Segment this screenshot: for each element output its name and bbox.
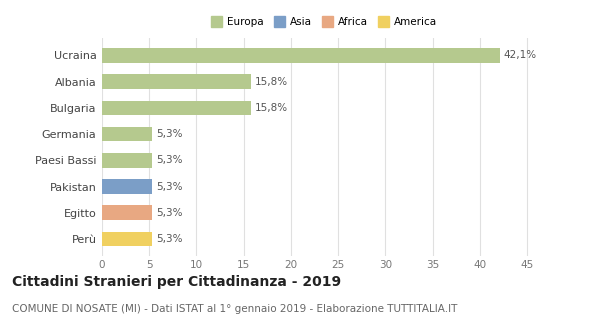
Text: Cittadini Stranieri per Cittadinanza - 2019: Cittadini Stranieri per Cittadinanza - 2…: [12, 275, 341, 289]
Bar: [102, 153, 152, 167]
Bar: [102, 101, 251, 115]
Text: 15,8%: 15,8%: [255, 103, 288, 113]
Bar: [102, 75, 251, 89]
Text: 42,1%: 42,1%: [503, 51, 536, 60]
Bar: [102, 179, 152, 194]
Text: 5,3%: 5,3%: [156, 129, 182, 139]
Text: 5,3%: 5,3%: [156, 234, 182, 244]
Text: 5,3%: 5,3%: [156, 181, 182, 191]
Bar: [102, 205, 152, 220]
Text: 5,3%: 5,3%: [156, 208, 182, 218]
Legend: Europa, Asia, Africa, America: Europa, Asia, Africa, America: [209, 14, 439, 29]
Bar: [102, 232, 152, 246]
Text: 15,8%: 15,8%: [255, 77, 288, 87]
Bar: [102, 127, 152, 141]
Text: 5,3%: 5,3%: [156, 155, 182, 165]
Bar: [102, 48, 500, 63]
Text: COMUNE DI NOSATE (MI) - Dati ISTAT al 1° gennaio 2019 - Elaborazione TUTTITALIA.: COMUNE DI NOSATE (MI) - Dati ISTAT al 1°…: [12, 304, 457, 314]
